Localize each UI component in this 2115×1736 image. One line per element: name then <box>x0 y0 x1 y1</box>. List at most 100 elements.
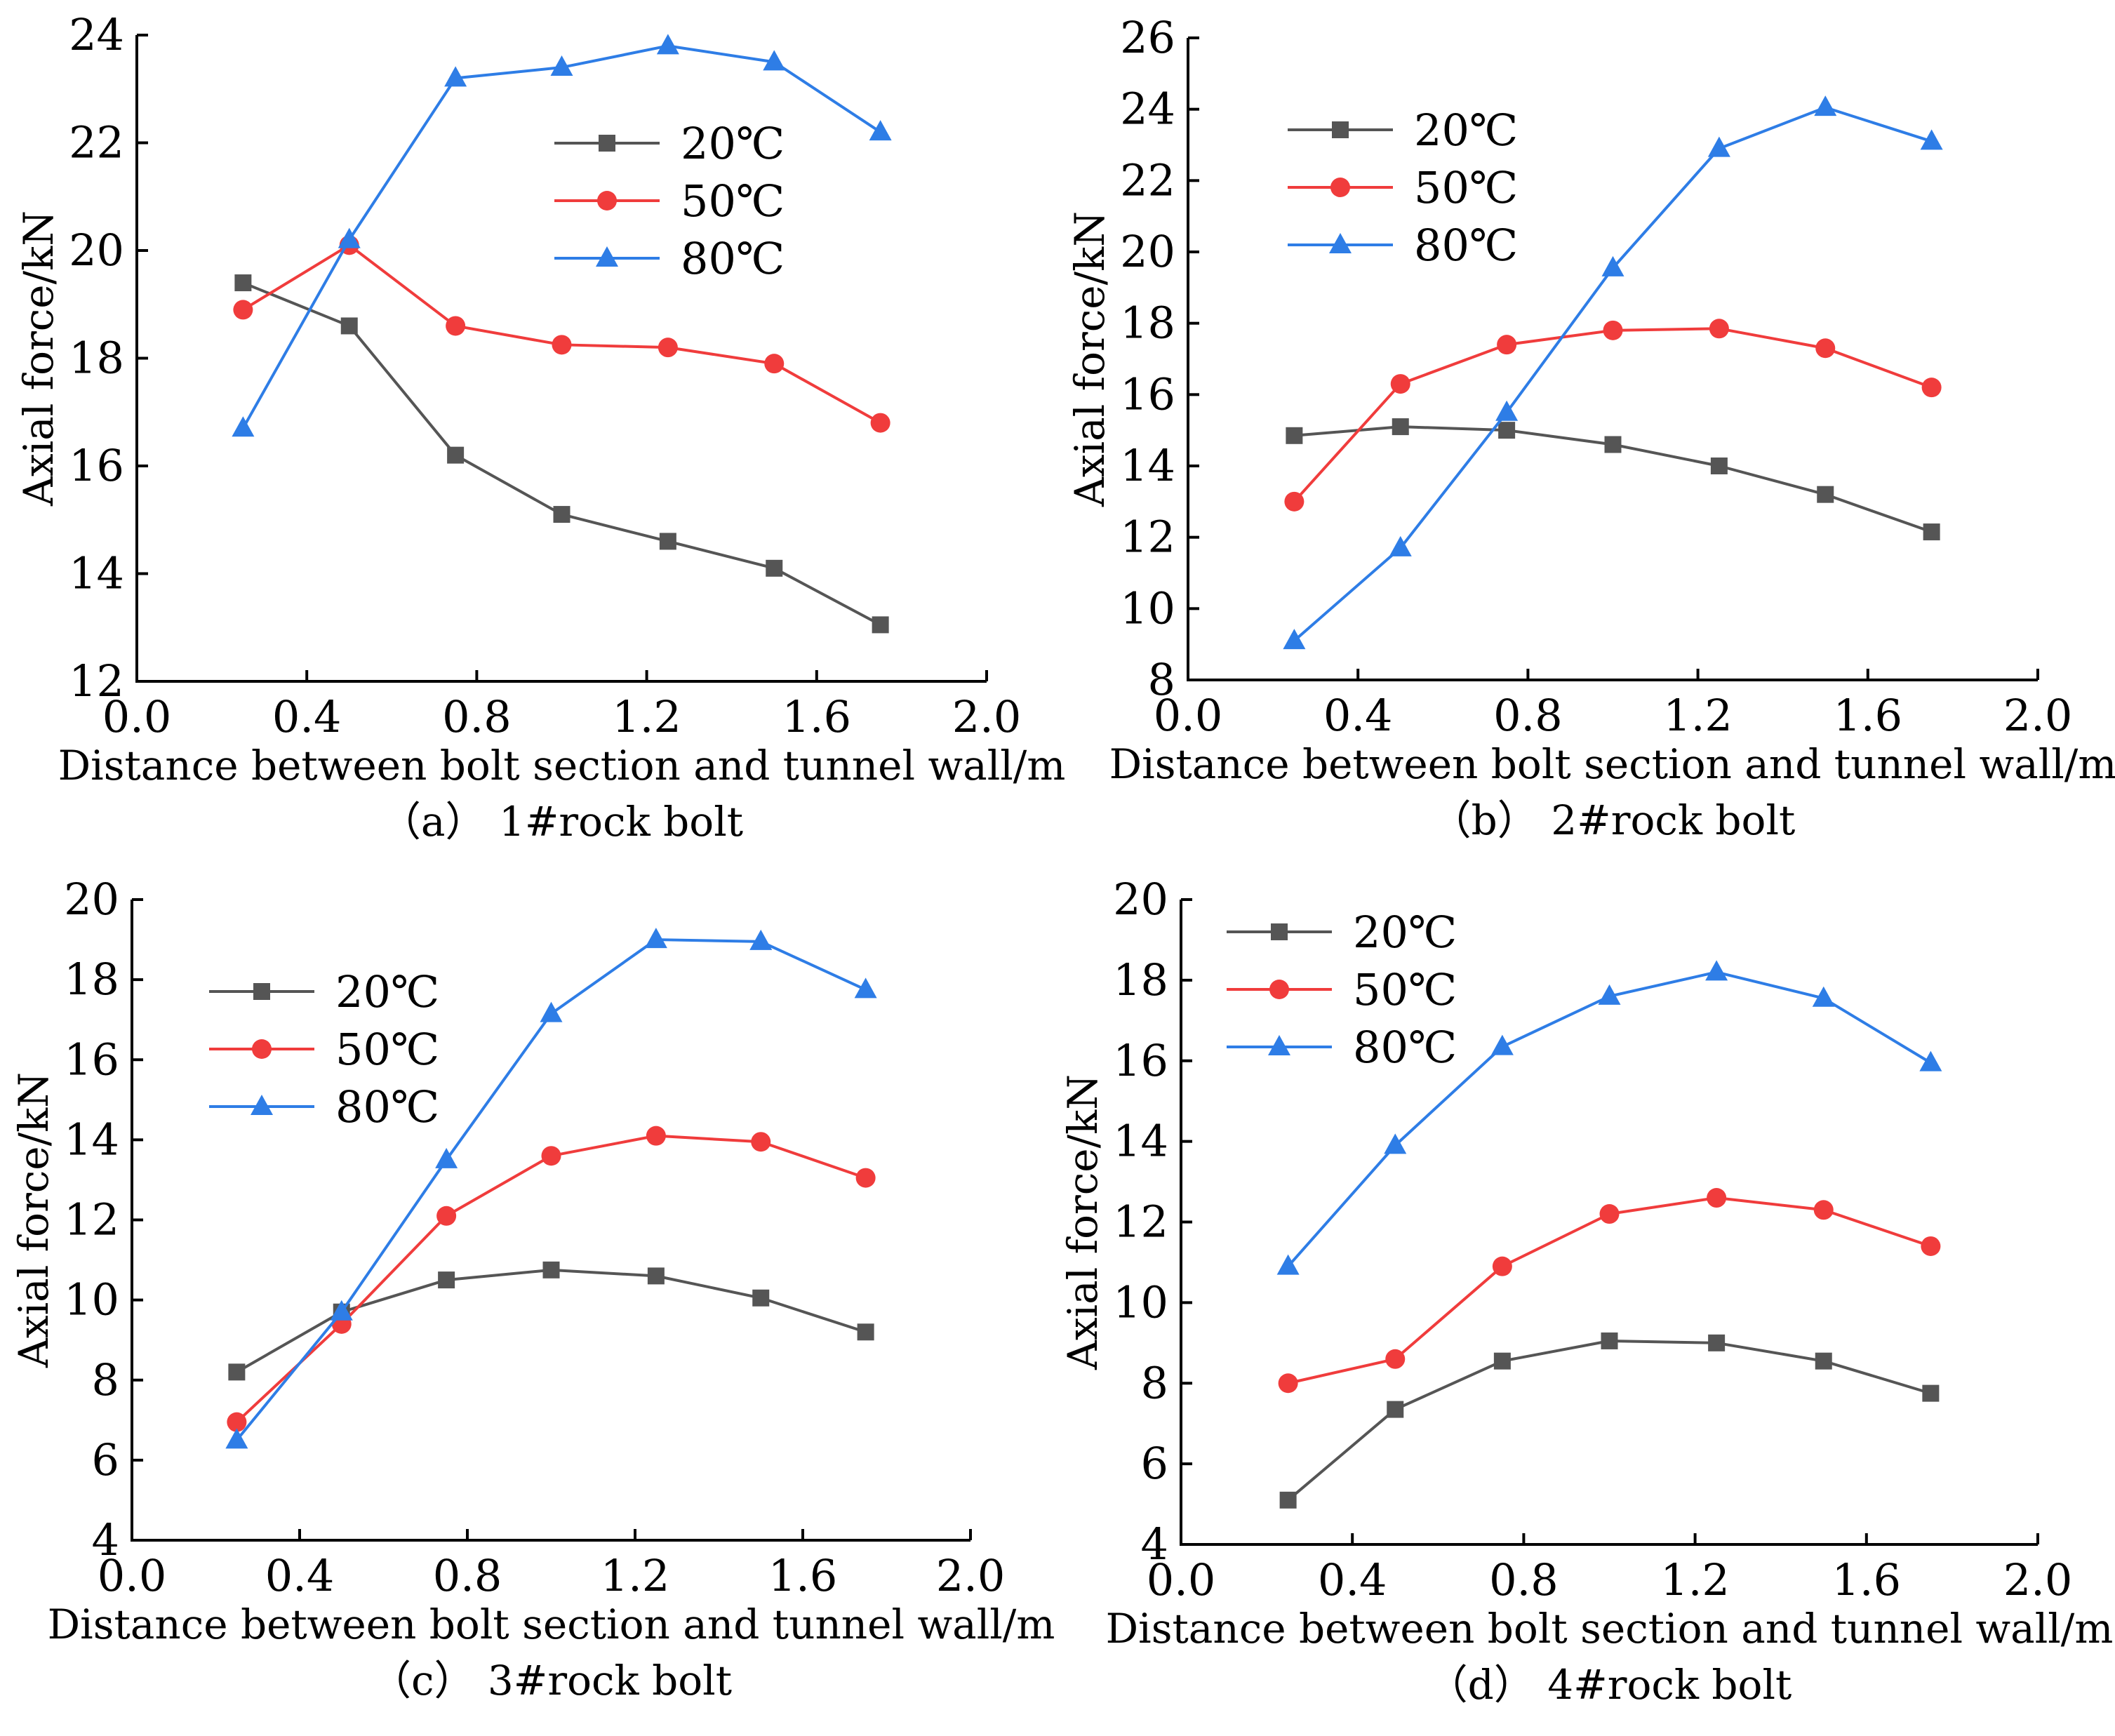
data-point <box>1599 1204 1620 1224</box>
panel-a: 12 14 16 18 20 22 24 0.0 0.4 0.8 1.2 1.6 2.0 Axial f… <box>15 9 1065 846</box>
data-point <box>1493 1352 1511 1370</box>
data-point <box>446 316 466 336</box>
legend-label: 50℃ <box>1353 964 1457 1015</box>
legend-entry-20c: 20℃ <box>1288 105 1518 156</box>
x-tick-label: 1.2 <box>601 1550 670 1601</box>
data-point <box>1598 984 1621 1005</box>
legend-marker <box>1329 233 1352 253</box>
data-point <box>444 66 467 87</box>
x-tick-label: 0.8 <box>1493 690 1563 741</box>
series-line-50c <box>1293 327 1933 503</box>
data-point <box>1919 1050 1942 1071</box>
circle-marker-icon <box>252 1039 272 1059</box>
panel-d: 4 6 8 10 12 14 16 18 20 0.0 0.4 0.8 1.2 1.6 2.0 Axial … <box>1059 874 2113 1709</box>
x-tick-label: 0.0 <box>1147 1554 1216 1605</box>
data-point <box>542 1261 560 1278</box>
legend-entry-80c: 80℃ <box>209 1081 439 1133</box>
data-point <box>1603 320 1623 340</box>
data-point <box>1492 1256 1512 1276</box>
x-tick-label: 1.2 <box>1663 690 1733 741</box>
y-tick-label: 12 <box>69 655 124 707</box>
circle-marker-icon <box>597 191 617 211</box>
data-point <box>1815 1352 1832 1370</box>
data-point <box>447 446 465 464</box>
series-line-50c <box>236 1134 867 1424</box>
data-point <box>1495 400 1519 421</box>
data-point <box>1284 491 1305 512</box>
y-tick-label: 14 <box>1113 1116 1168 1167</box>
legend: 20℃ 50℃ 80℃ <box>1288 105 1518 271</box>
legend-label: 20℃ <box>681 118 785 169</box>
y-axis-title: Axial force/kN <box>1066 211 1114 507</box>
y-tick-label: 20 <box>1113 874 1168 925</box>
y-tick-label: 16 <box>1120 368 1175 420</box>
legend-marker <box>251 1095 273 1115</box>
axes <box>1187 38 2038 681</box>
plot-area <box>1283 95 1943 650</box>
x-tick-label: 0.4 <box>272 691 342 742</box>
legend-marker <box>1330 178 1350 197</box>
data-point <box>751 1132 771 1152</box>
y-tick-label: 16 <box>69 440 124 491</box>
legend-marker <box>1332 121 1349 138</box>
data-point <box>1392 418 1409 436</box>
data-point <box>766 559 783 577</box>
x-tick-label: 1.6 <box>782 691 851 742</box>
data-point <box>541 1146 561 1166</box>
data-point <box>1490 1034 1514 1055</box>
y-tick-label: 18 <box>1120 298 1175 349</box>
y-tick-label: 24 <box>69 9 124 60</box>
x-tick-label: 0.0 <box>98 1550 167 1601</box>
y-tick-label: 12 <box>64 1194 119 1246</box>
data-point <box>1813 1200 1834 1220</box>
data-point <box>1384 1133 1407 1154</box>
data-point <box>647 1267 665 1285</box>
legend-entry-50c: 50℃ <box>1227 964 1457 1015</box>
data-point <box>1498 422 1516 439</box>
x-tick-label: 0.4 <box>265 1550 335 1601</box>
square-marker-icon <box>1271 923 1288 940</box>
circle-marker-icon <box>1330 178 1350 197</box>
x-axis-title: Distance between bolt section and tunnel… <box>1106 1605 2114 1652</box>
data-point <box>552 335 572 355</box>
data-point <box>1601 255 1624 276</box>
data-point <box>752 1289 770 1307</box>
y-tick-label: 6 <box>1141 1438 1168 1489</box>
legend-entry-80c: 80℃ <box>1288 220 1518 271</box>
legend-label: 50℃ <box>335 1024 439 1075</box>
legend-label: 80℃ <box>335 1081 439 1133</box>
x-tick-label: 1.6 <box>768 1550 838 1601</box>
y-tick-label: 20 <box>64 874 119 925</box>
panel-caption: （b） 2#rock bolt <box>1431 796 1796 844</box>
legend: 20℃ 50℃ 80℃ <box>209 966 439 1133</box>
data-point <box>553 506 571 523</box>
y-tick-label: 4 <box>92 1514 119 1565</box>
y-tick-label: 14 <box>1120 440 1175 491</box>
x-tick-label: 2.0 <box>2003 1554 2073 1605</box>
legend-label: 20℃ <box>335 966 439 1017</box>
data-point <box>1922 1384 1940 1402</box>
x-axis-title: Distance between bolt section and tunnel… <box>1109 740 2115 788</box>
data-point <box>227 1412 247 1432</box>
y-tick-label: 16 <box>64 1034 119 1085</box>
x-tick-label: 2.0 <box>936 1550 1006 1601</box>
data-point <box>338 227 361 248</box>
legend-marker <box>599 135 615 152</box>
x-tick-label: 0.8 <box>442 691 512 742</box>
y-tick-label: 14 <box>64 1114 119 1165</box>
series-line-20c <box>236 1268 867 1374</box>
legend-marker <box>596 246 618 267</box>
panel-caption: （d） 4#rock bolt <box>1427 1661 1792 1709</box>
data-point <box>225 1428 248 1449</box>
legend-entry-50c: 50℃ <box>209 1024 439 1075</box>
legend-marker <box>1269 980 1289 999</box>
data-point <box>872 616 889 634</box>
legend: 20℃ 50℃ 80℃ <box>554 118 785 284</box>
data-point <box>646 1126 666 1146</box>
y-tick-label: 22 <box>1120 154 1175 206</box>
triangle-marker-icon <box>596 246 618 267</box>
data-point <box>232 416 255 437</box>
x-tick-label: 0.8 <box>1489 1554 1559 1605</box>
x-tick-label: 0.4 <box>1323 690 1393 741</box>
